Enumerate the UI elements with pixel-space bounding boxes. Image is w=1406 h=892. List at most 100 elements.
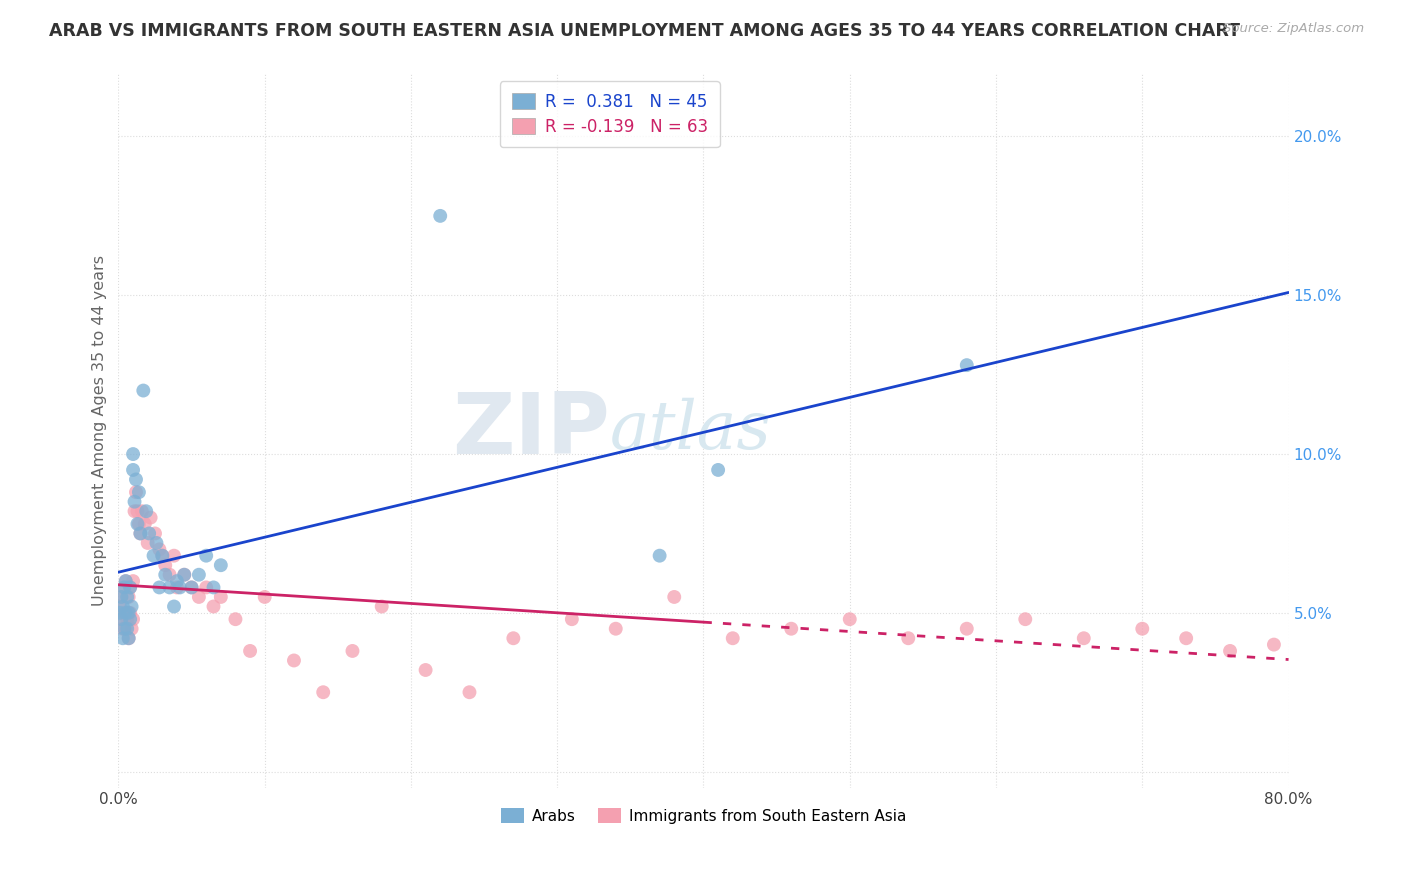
Point	[195, 581, 218, 595]
Point	[118, 632, 141, 646]
Point	[114, 606, 136, 620]
Point	[124, 504, 146, 518]
Point	[648, 549, 671, 563]
Point	[127, 504, 149, 518]
Point	[956, 358, 979, 372]
Point	[111, 599, 134, 614]
Point	[342, 644, 364, 658]
Point	[163, 599, 186, 614]
Point	[253, 590, 276, 604]
Point	[145, 536, 167, 550]
Point	[209, 558, 232, 573]
Point	[115, 606, 138, 620]
Point	[148, 542, 170, 557]
Text: atlas: atlas	[610, 398, 772, 463]
Point	[138, 526, 160, 541]
Point	[111, 622, 134, 636]
Point	[139, 510, 162, 524]
Point	[838, 612, 860, 626]
Point	[110, 612, 132, 626]
Point	[209, 590, 232, 604]
Point	[121, 622, 143, 636]
Point	[118, 632, 141, 646]
Point	[707, 463, 730, 477]
Point	[112, 622, 135, 636]
Point	[561, 612, 583, 626]
Point	[118, 606, 141, 620]
Point	[155, 558, 177, 573]
Point	[112, 606, 135, 620]
Point	[195, 549, 218, 563]
Point	[135, 504, 157, 518]
Point	[108, 606, 131, 620]
Point	[312, 685, 335, 699]
Point	[115, 612, 138, 626]
Point	[114, 574, 136, 588]
Point	[127, 516, 149, 531]
Point	[180, 581, 202, 595]
Point	[122, 612, 145, 626]
Point	[115, 622, 138, 636]
Point	[605, 622, 627, 636]
Point	[114, 574, 136, 588]
Point	[120, 612, 142, 626]
Point	[155, 567, 177, 582]
Point	[118, 590, 141, 604]
Point	[664, 590, 686, 604]
Point	[173, 567, 195, 582]
Point	[108, 599, 131, 614]
Point	[159, 581, 181, 595]
Text: ARAB VS IMMIGRANTS FROM SOUTH EASTERN ASIA UNEMPLOYMENT AMONG AGES 35 TO 44 YEAR: ARAB VS IMMIGRANTS FROM SOUTH EASTERN AS…	[49, 22, 1240, 40]
Point	[110, 590, 132, 604]
Point	[112, 581, 135, 595]
Point	[1219, 644, 1241, 658]
Point	[163, 549, 186, 563]
Point	[122, 447, 145, 461]
Point	[128, 516, 150, 531]
Point	[150, 549, 173, 563]
Legend: Arabs, Immigrants from South Eastern Asia: Arabs, Immigrants from South Eastern Asi…	[495, 802, 912, 830]
Point	[142, 549, 165, 563]
Point	[224, 612, 246, 626]
Point	[370, 599, 392, 614]
Point	[202, 581, 225, 595]
Point	[202, 599, 225, 614]
Point	[120, 581, 142, 595]
Point	[1263, 638, 1285, 652]
Point	[187, 590, 209, 604]
Point	[148, 581, 170, 595]
Point	[125, 473, 148, 487]
Point	[125, 485, 148, 500]
Point	[143, 526, 166, 541]
Point	[780, 622, 803, 636]
Point	[239, 644, 262, 658]
Point	[110, 590, 132, 604]
Point	[150, 549, 173, 563]
Point	[114, 622, 136, 636]
Point	[502, 632, 524, 646]
Point	[120, 606, 142, 620]
Point	[166, 581, 188, 595]
Point	[131, 504, 153, 518]
Point	[187, 567, 209, 582]
Point	[128, 485, 150, 500]
Point	[429, 209, 451, 223]
Point	[166, 574, 188, 588]
Point	[173, 567, 195, 582]
Point	[132, 384, 155, 398]
Text: Source: ZipAtlas.com: Source: ZipAtlas.com	[1223, 22, 1364, 36]
Point	[122, 463, 145, 477]
Text: ZIP: ZIP	[453, 389, 610, 472]
Point	[136, 536, 159, 550]
Point	[129, 526, 152, 541]
Point	[1130, 622, 1153, 636]
Point	[122, 574, 145, 588]
Point	[115, 590, 138, 604]
Point	[159, 567, 181, 582]
Point	[956, 622, 979, 636]
Point	[897, 632, 920, 646]
Point	[112, 581, 135, 595]
Point	[111, 632, 134, 646]
Point	[1014, 612, 1036, 626]
Point	[415, 663, 437, 677]
